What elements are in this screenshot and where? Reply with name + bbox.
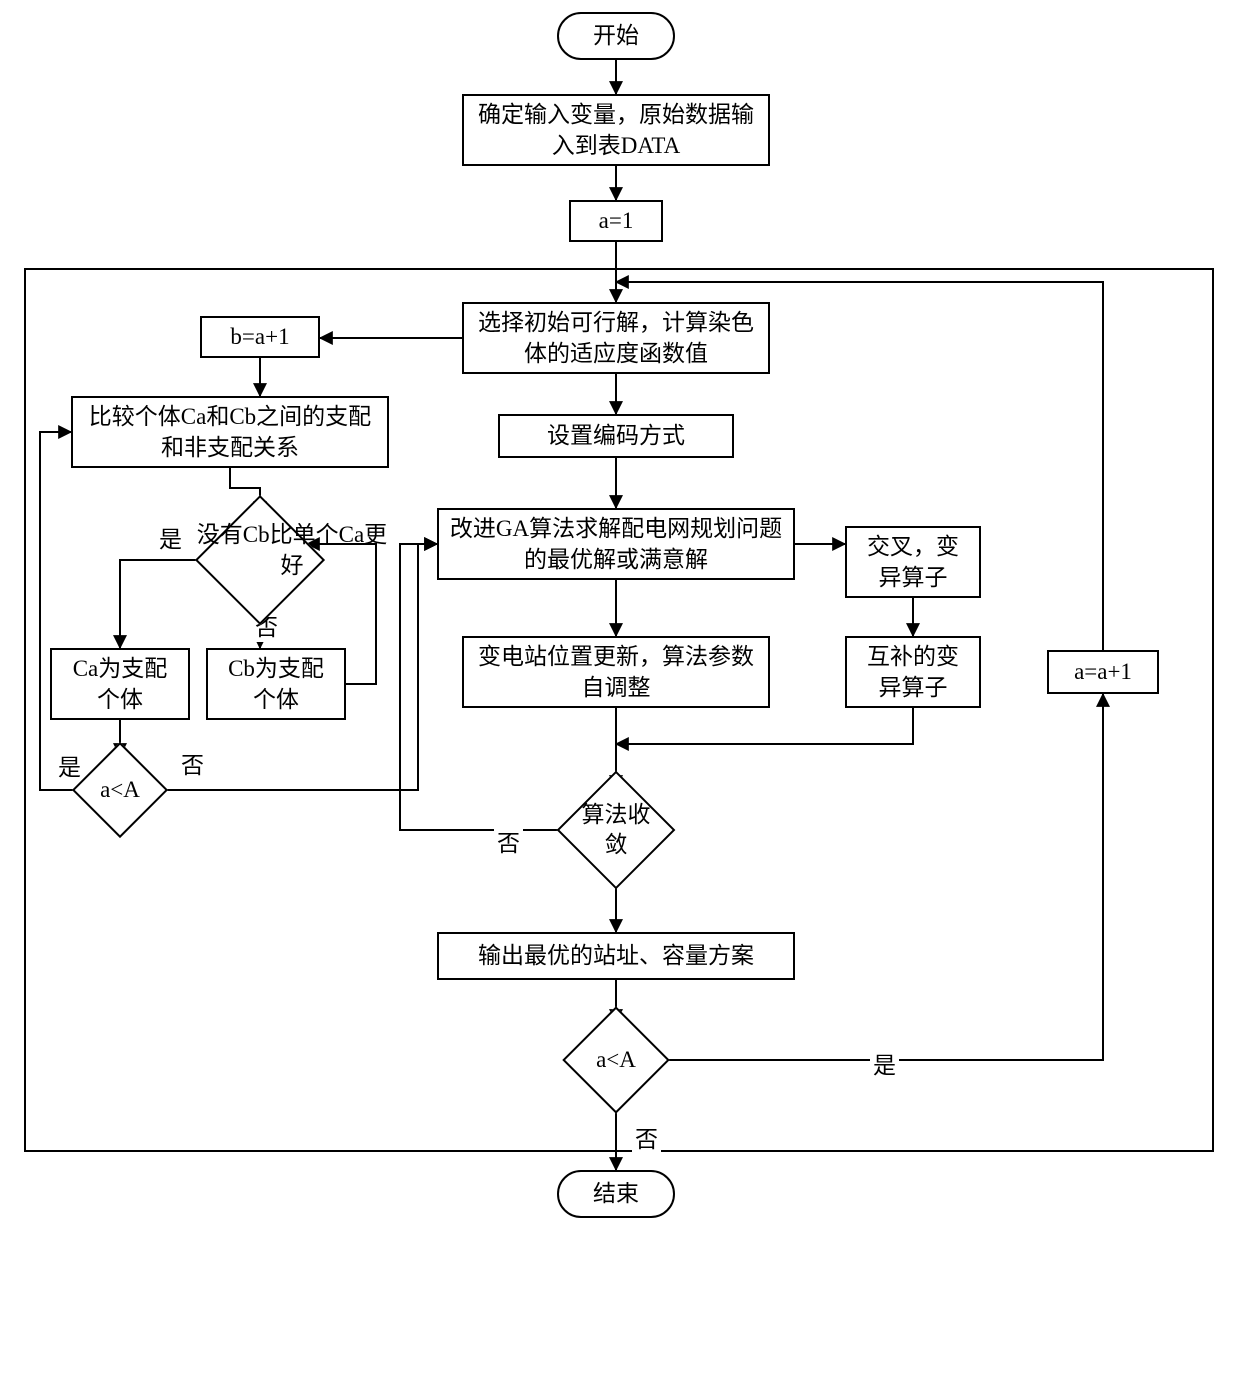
node-b-eq-a1: b=a+1 [200,316,320,358]
decision-converged-label: 算法收敛 [574,788,658,872]
node-compare-ca-cb: 比较个体Ca和Cb之间的支配和非支配关系 [71,396,389,468]
decision-converged: 算法收敛 [574,788,658,872]
decision-no-cb-better-text: 没有Cb比单个Ca更好 [192,519,392,581]
start-terminator: 开始 [557,12,675,60]
node-input-vars: 确定输入变量，原始数据输入到表DATA [462,94,770,166]
decision-no-cb-better-label: 没有Cb比单个Ca更好 [192,515,392,585]
node-output-best-text: 输出最优的站址、容量方案 [478,940,754,971]
node-improved-ga: 改进GA算法求解配电网规划问题的最优解或满意解 [437,508,795,580]
node-crossover-mutation-text: 交叉，变异算子 [857,531,969,593]
decision-a-lt-A-left-text: a<A [100,775,140,805]
label-d2-yes: 是 [55,748,84,782]
node-crossover-mutation: 交叉，变异算子 [845,526,981,598]
flowchart-canvas: 是 否 是 否 否 是 否 开始 确定输入变量，原始数据输入到表DATA a=1… [0,0,1240,1390]
node-improved-ga-text: 改进GA算法求解配电网规划问题的最优解或满意解 [449,513,783,575]
label-d2-no: 否 [178,746,207,780]
node-b-eq-a1-text: b=a+1 [230,321,289,352]
node-complement-mutation-text: 互补的变异算子 [857,641,969,703]
decision-a-lt-A-left: a<A [86,756,154,824]
node-set-encoding-text: 设置编码方式 [547,420,685,451]
decision-a-lt-A-bottom-label: a<A [578,1022,654,1098]
end-text: 结束 [593,1178,639,1209]
node-a-eq-1-text: a=1 [599,205,634,236]
node-a-inc: a=a+1 [1047,650,1159,694]
decision-converged-text: 算法收敛 [574,800,658,860]
label-d4-yes: 是 [870,1046,899,1080]
decision-a-lt-A-left-label: a<A [86,756,154,824]
end-terminator: 结束 [557,1170,675,1218]
node-output-best: 输出最优的站址、容量方案 [437,932,795,980]
label-d1-yes: 是 [156,520,185,554]
label-d3-no: 否 [494,824,523,858]
node-a-eq-1: a=1 [569,200,663,242]
node-input-vars-text: 确定输入变量，原始数据输入到表DATA [474,99,758,161]
node-init-feasible-text: 选择初始可行解，计算染色体的适应度函数值 [474,307,758,369]
node-ca-dominant-text: Ca为支配个体 [62,653,178,715]
node-cb-dominant-text: Cb为支配个体 [218,653,334,715]
decision-a-lt-A-bottom-text: a<A [596,1045,636,1075]
node-set-encoding: 设置编码方式 [498,414,734,458]
start-text: 开始 [593,20,639,51]
label-d4-no: 否 [632,1120,661,1154]
node-init-feasible: 选择初始可行解，计算染色体的适应度函数值 [462,302,770,374]
node-complement-mutation: 互补的变异算子 [845,636,981,708]
node-compare-ca-cb-text: 比较个体Ca和Cb之间的支配和非支配关系 [83,401,377,463]
decision-a-lt-A-bottom: a<A [578,1022,654,1098]
node-ca-dominant: Ca为支配个体 [50,648,190,720]
node-update-station: 变电站位置更新，算法参数自调整 [462,636,770,708]
node-a-inc-text: a=a+1 [1074,656,1132,687]
node-cb-dominant: Cb为支配个体 [206,648,346,720]
node-update-station-text: 变电站位置更新，算法参数自调整 [474,641,758,703]
